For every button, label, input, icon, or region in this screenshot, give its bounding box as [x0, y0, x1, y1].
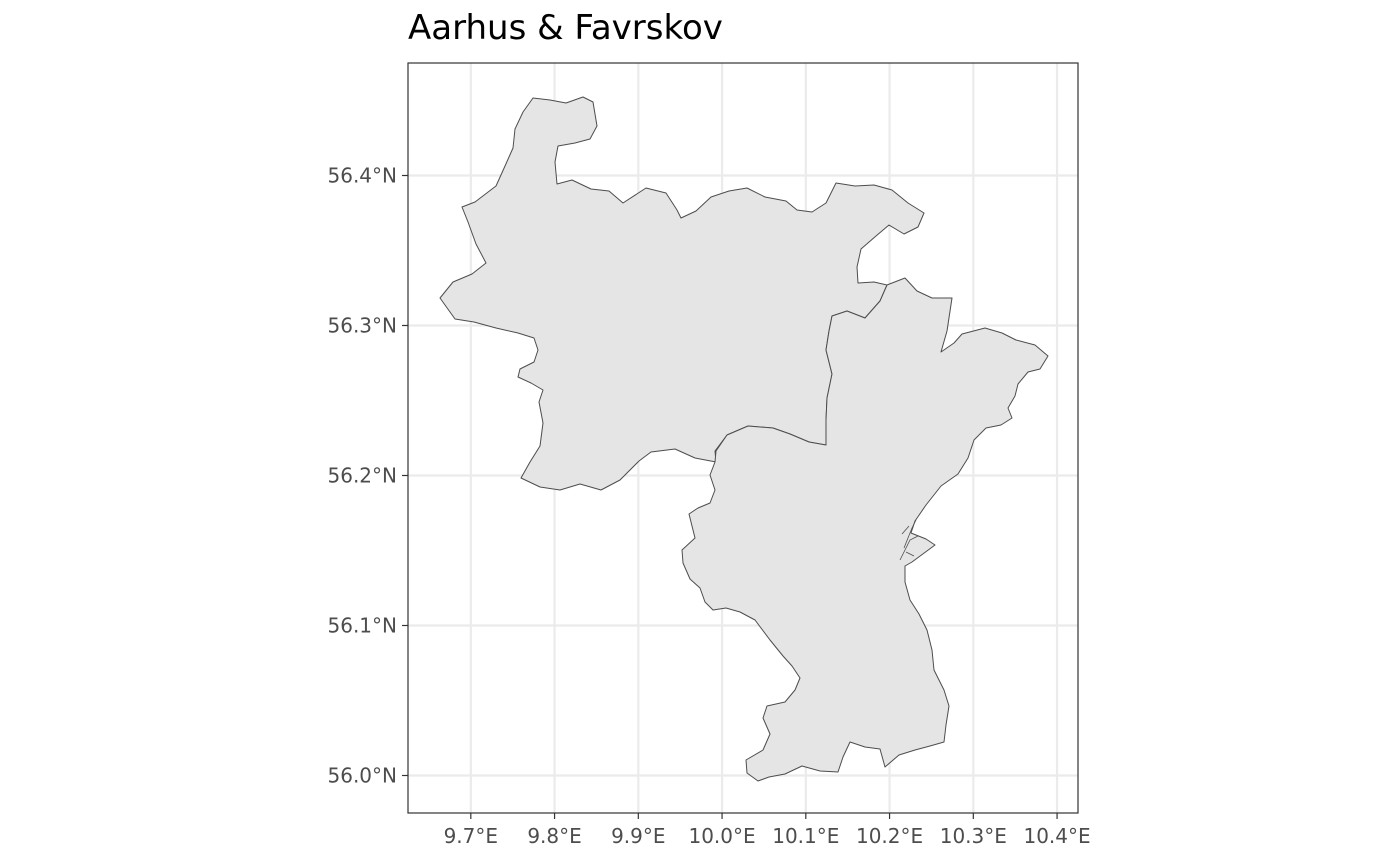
map-regions: [439, 96, 1049, 782]
lon-tick-label: 9.8°E: [527, 824, 581, 848]
lon-tick-label: 10.2°E: [856, 824, 923, 848]
lon-tick-label: 10.1°E: [772, 824, 839, 848]
lat-axis: 56.0°N 56.1°N 56.2°N 56.3°N 56.4°N: [328, 164, 408, 788]
lon-tick-label: 10.3°E: [940, 824, 1007, 848]
lat-tick-label: 56.4°N: [328, 164, 398, 188]
lat-tick-label: 56.3°N: [328, 314, 398, 338]
harbour-detail: [899, 519, 919, 561]
lon-tick-label: 9.9°E: [611, 824, 665, 848]
lat-tick-label: 56.0°N: [328, 764, 398, 788]
map-panel-border: [407, 62, 1079, 814]
lon-tick-label: 10.0°E: [688, 824, 755, 848]
lon-axis: 9.7°E 9.8°E 9.9°E 10.0°E 10.1°E 10.2°E 10.3°E 1…: [444, 813, 1091, 848]
lat-tick-label: 56.2°N: [328, 464, 398, 488]
map-title: Aarhus & Favrskov: [408, 8, 723, 48]
lon-tick-label: 9.7°E: [444, 824, 498, 848]
region-aarhus: [681, 277, 1049, 782]
lat-tick-label: 56.1°N: [328, 614, 398, 638]
lon-tick-label: 10.4°E: [1023, 824, 1090, 848]
region-favrskov: [439, 96, 925, 491]
